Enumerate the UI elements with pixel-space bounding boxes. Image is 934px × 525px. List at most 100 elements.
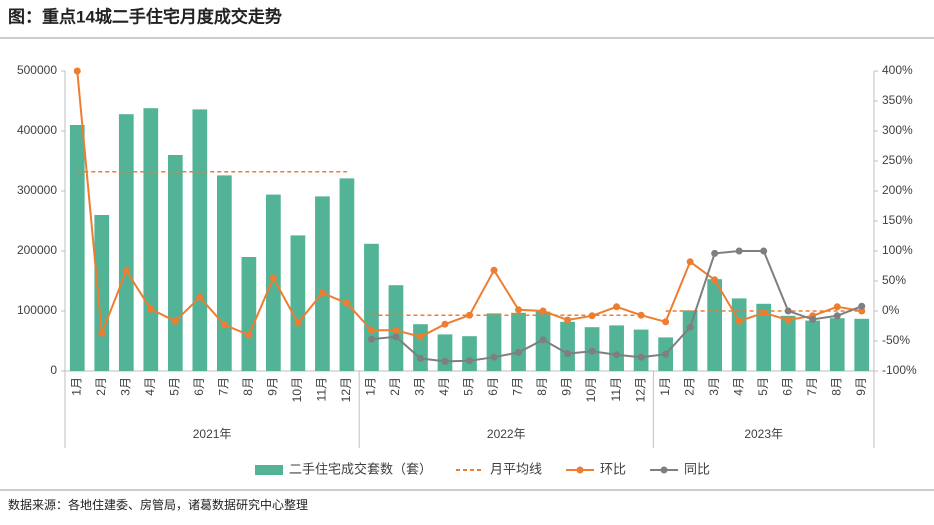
marker [318, 289, 326, 297]
bar [241, 257, 257, 371]
x-tick-label: 4月 [143, 377, 157, 396]
y2-tick-label: 350% [882, 93, 913, 107]
bar [756, 303, 772, 371]
x-tick-label: 9月 [854, 377, 868, 396]
bar [560, 321, 575, 371]
legend-marker [660, 466, 668, 474]
marker [588, 312, 596, 320]
legend-marker [576, 466, 584, 474]
bar [413, 324, 428, 371]
bar [437, 334, 453, 371]
x-tick-label: 12月 [339, 377, 353, 402]
bar [731, 298, 747, 371]
marker [760, 309, 768, 317]
x-tick-label: 12月 [633, 377, 647, 402]
marker [441, 357, 449, 365]
source: 数据来源：各地住建委、房管局，诸葛数据研究中心整理 [8, 497, 308, 512]
x-tick-label: 1月 [364, 377, 378, 396]
marker [466, 311, 473, 319]
y2-tick-label: 250% [882, 153, 913, 167]
y2-tick-label: 0% [882, 303, 900, 317]
bar [805, 320, 821, 371]
bar [511, 312, 526, 371]
group-label: 2023年 [744, 427, 783, 441]
x-tick-label: 5月 [462, 377, 476, 396]
bar [829, 318, 845, 371]
marker [539, 336, 547, 344]
marker [147, 305, 155, 313]
marker [613, 303, 621, 311]
bar [780, 315, 796, 371]
x-tick-label: 4月 [437, 377, 451, 396]
y2-tick-label: 400% [882, 63, 913, 77]
marker [220, 321, 228, 329]
marker [711, 249, 719, 257]
bar [315, 196, 330, 371]
x-tick-label: 8月 [535, 377, 549, 396]
bar [192, 109, 208, 372]
bar [290, 235, 306, 371]
group-label: 2022年 [487, 427, 526, 441]
marker [637, 311, 645, 319]
x-tick-label: 7月 [217, 377, 231, 396]
marker [294, 319, 302, 327]
x-tick-label: 9月 [560, 377, 574, 396]
y-tick-label: 100000 [17, 303, 57, 317]
y-tick-label: 200000 [17, 243, 57, 257]
x-tick-label: 8月 [241, 377, 255, 396]
marker [858, 302, 866, 310]
y2-tick-label: 300% [882, 123, 913, 137]
x-tick-label: 2月 [682, 377, 696, 396]
marker [515, 348, 523, 356]
x-tick-label: 7月 [805, 377, 819, 396]
marker [416, 333, 424, 341]
x-tick-label: 3月 [118, 377, 132, 396]
x-tick-label: 7月 [511, 377, 525, 396]
marker [367, 335, 375, 343]
x-tick-label: 9月 [266, 377, 280, 396]
legend-label: 同比 [684, 461, 710, 476]
marker [735, 317, 743, 325]
marker [564, 316, 572, 324]
marker [833, 303, 841, 311]
y-tick-label: 400000 [17, 123, 57, 137]
marker [662, 318, 670, 326]
y2-tick-label: 100% [882, 243, 913, 257]
bar [609, 325, 624, 371]
x-tick-label: 10月 [584, 377, 598, 402]
marker [686, 323, 694, 331]
bar [854, 318, 870, 371]
bar [707, 279, 723, 371]
bar [143, 108, 159, 371]
bar [94, 215, 110, 371]
marker [686, 258, 694, 266]
marker [343, 299, 351, 307]
marker [858, 307, 866, 315]
y-tick-label: 500000 [17, 63, 57, 77]
marker [637, 353, 645, 361]
marker [269, 274, 277, 282]
x-tick-label: 5月 [756, 377, 770, 396]
marker [196, 293, 204, 301]
y2-tick-label: 150% [882, 213, 913, 227]
x-tick-label: 2月 [94, 377, 108, 396]
x-tick-label: 6月 [486, 377, 500, 396]
x-tick-label: 3月 [707, 377, 721, 396]
marker [784, 307, 792, 315]
marker [662, 350, 670, 358]
group-label: 2021年 [193, 427, 232, 441]
x-tick-label: 1月 [69, 377, 83, 396]
marker [392, 326, 400, 334]
legend-label: 环比 [600, 461, 626, 476]
bar [69, 125, 85, 371]
x-tick-label: 1月 [658, 377, 672, 396]
marker [564, 350, 572, 358]
x-tick-label: 8月 [829, 377, 843, 396]
legend-label: 月平均线 [490, 461, 542, 476]
marker [367, 326, 375, 334]
x-tick-label: 11月 [315, 377, 329, 401]
marker [613, 351, 621, 359]
x-tick-label: 4月 [731, 377, 745, 396]
marker [833, 312, 841, 320]
chart-title: 图：重点14城二手住宅月度成交走势 [8, 6, 282, 26]
